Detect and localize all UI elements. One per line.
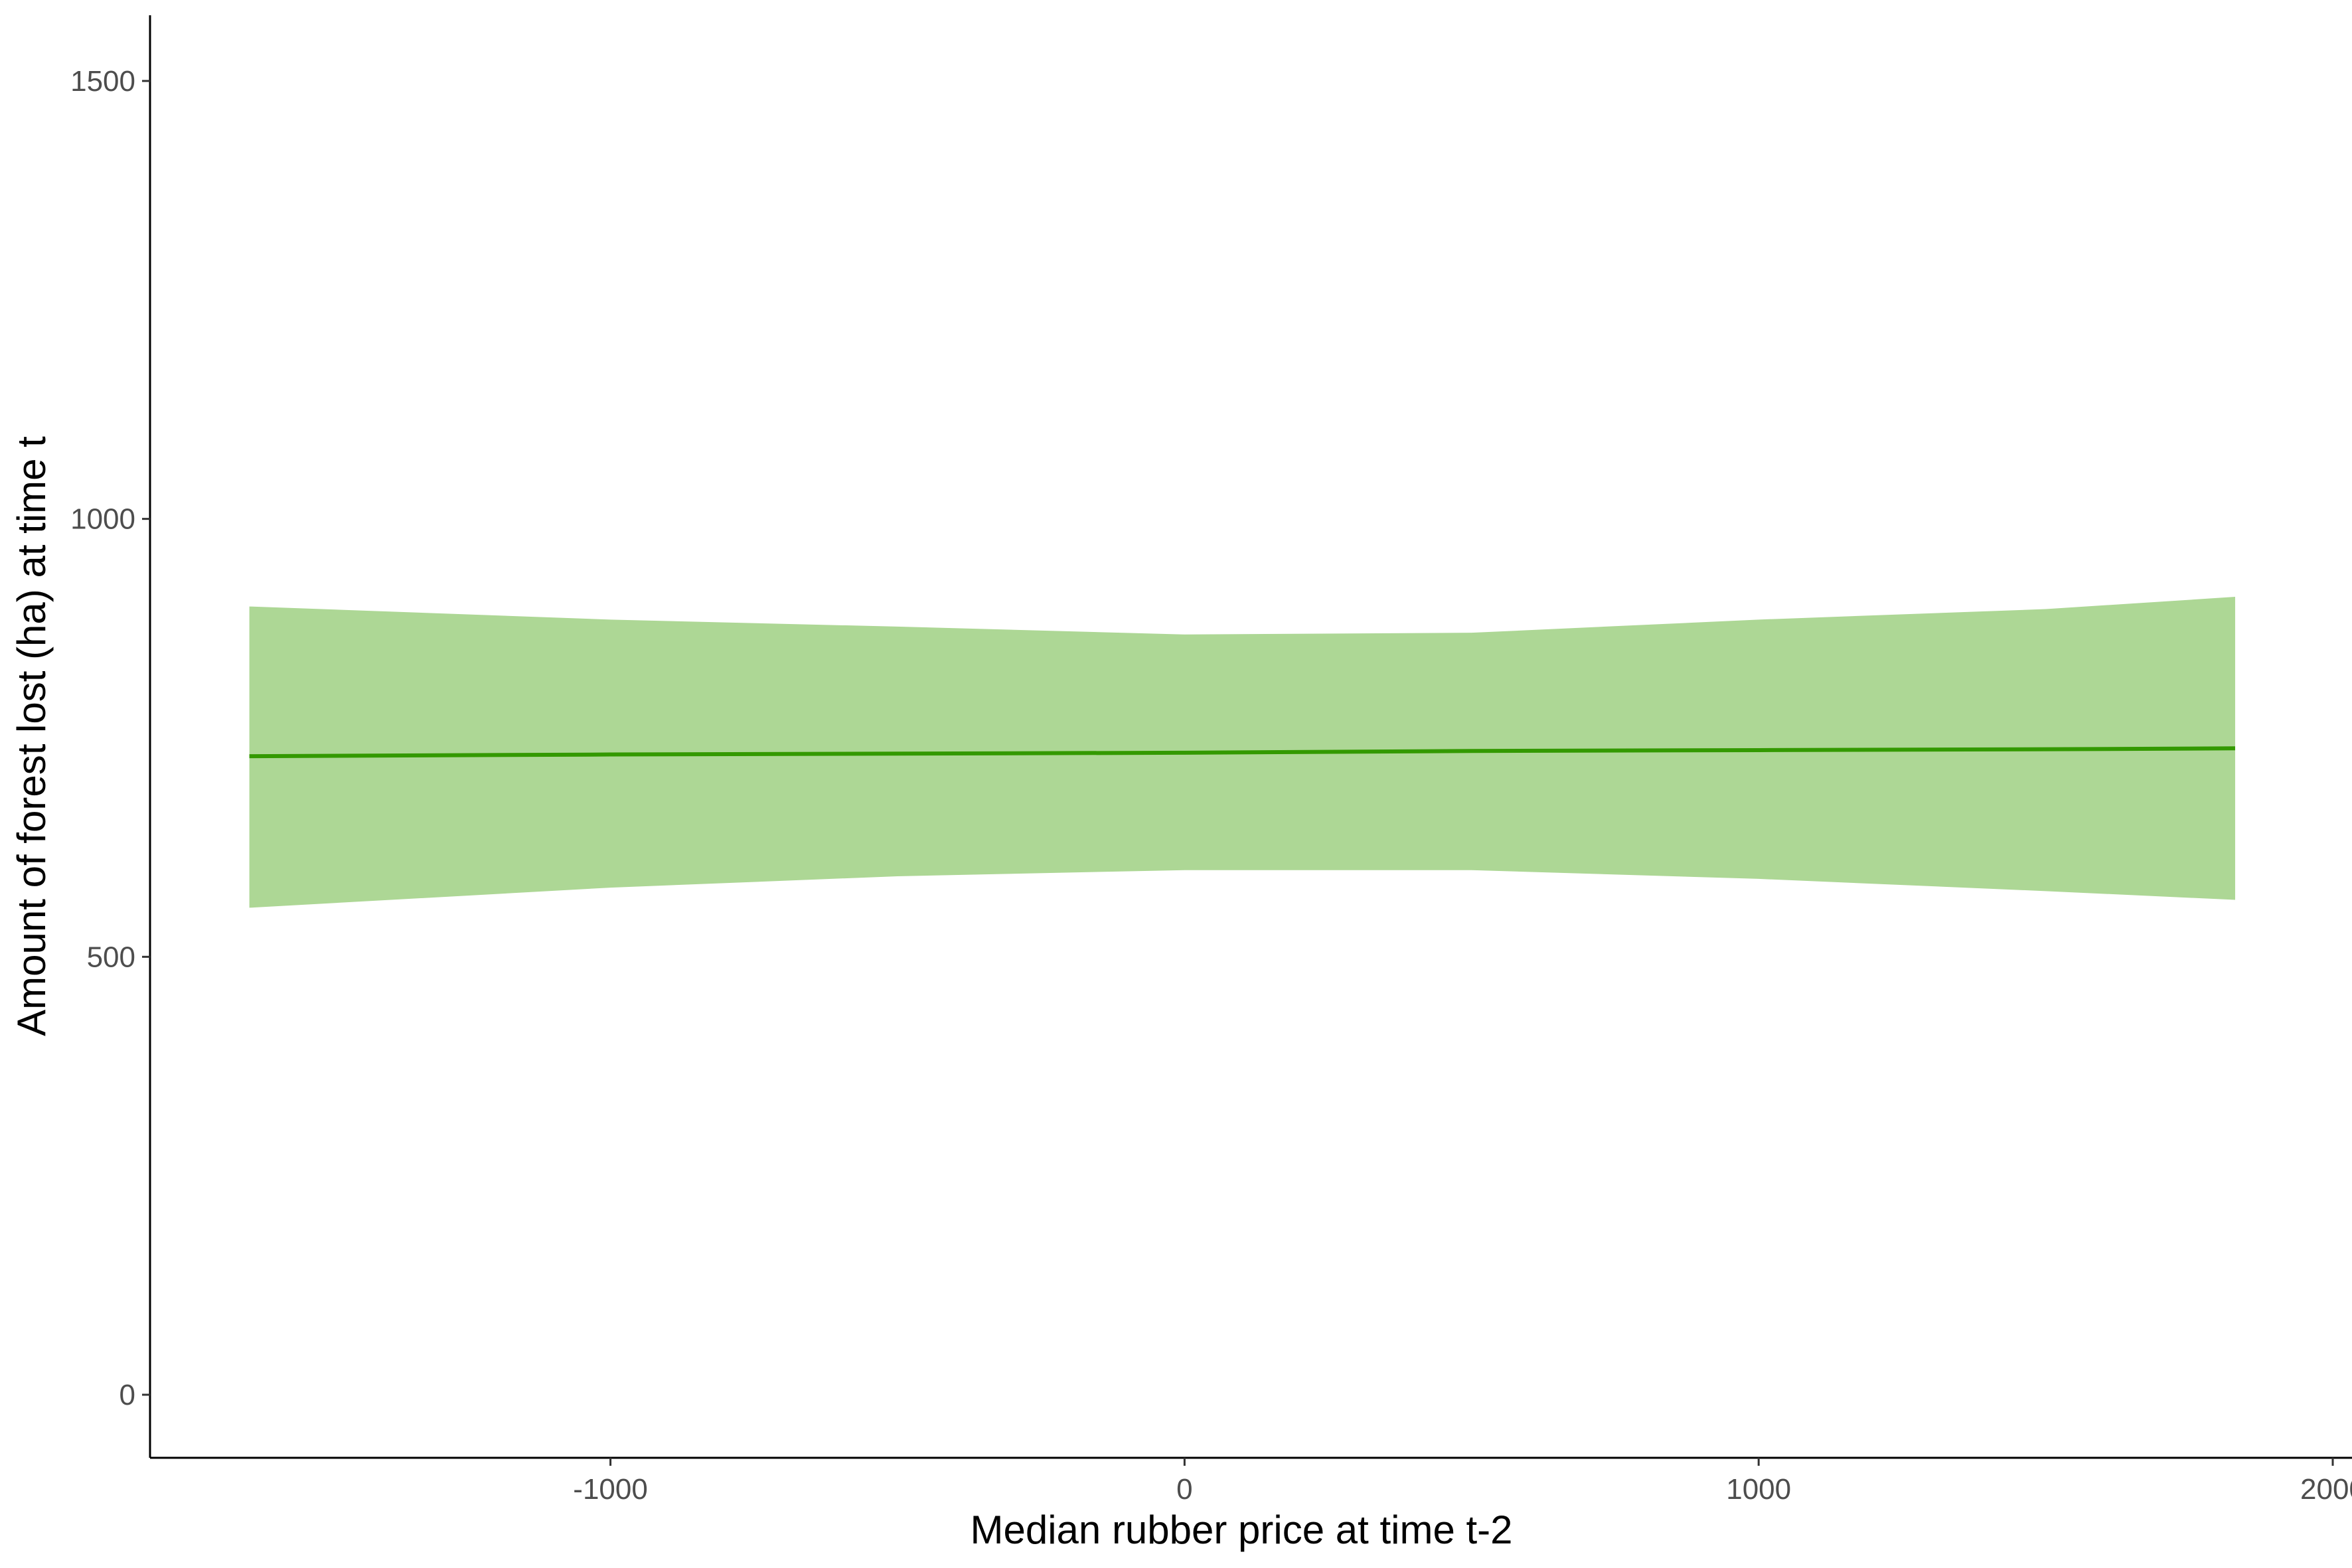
y-axis-title: Amount of forest lost (ha) at time t (9, 436, 54, 1036)
x-tick-label: 1000 (1726, 1473, 1791, 1506)
y-tick-label: 500 (87, 941, 135, 973)
x-tick-label: -1000 (573, 1473, 648, 1506)
y-tick-label: 1500 (70, 65, 135, 98)
y-tick-label: 0 (119, 1379, 135, 1411)
x-tick-label: 2000 (2300, 1473, 2352, 1506)
line (249, 746, 2235, 759)
x-axis-title: Median rubber price at time t-2 (970, 1508, 1512, 1552)
x-tick-label: 0 (1176, 1473, 1192, 1506)
y-tick-label: 1000 (70, 503, 135, 536)
